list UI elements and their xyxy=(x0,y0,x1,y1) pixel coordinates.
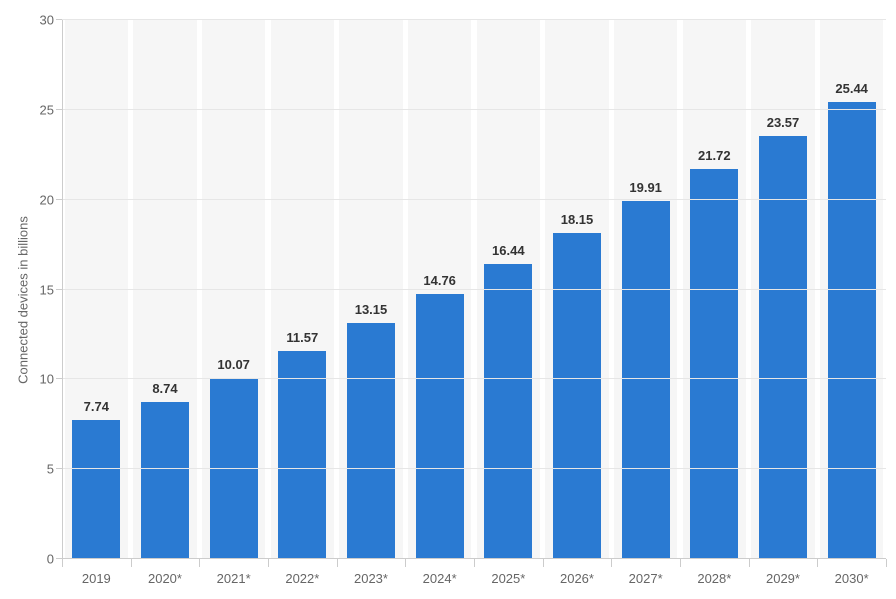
x-tick-label: 2019 xyxy=(82,571,111,586)
bar-slot: 25.442030* xyxy=(817,20,886,559)
bar-value-label: 21.72 xyxy=(698,148,731,163)
bar-slot: 23.572029* xyxy=(749,20,818,559)
bar: 18.15 xyxy=(553,233,601,559)
y-axis-line xyxy=(62,20,63,559)
grid-line xyxy=(62,378,886,379)
y-tick-label: 15 xyxy=(40,282,62,297)
x-tick-label: 2020* xyxy=(148,571,182,586)
bar-value-label: 16.44 xyxy=(492,243,525,258)
bar-slot: 11.572022* xyxy=(268,20,337,559)
bar: 7.74 xyxy=(72,420,120,559)
x-tick-mark xyxy=(268,559,269,567)
x-tick-mark xyxy=(62,559,63,567)
x-tick-label: 2023* xyxy=(354,571,388,586)
bar-value-label: 13.15 xyxy=(355,302,388,317)
y-tick-label: 20 xyxy=(40,192,62,207)
x-tick-mark xyxy=(337,559,338,567)
y-tick-label: 5 xyxy=(47,462,62,477)
bar-value-label: 10.07 xyxy=(217,357,250,372)
bar-value-label: 7.74 xyxy=(84,399,109,414)
bar-slot: 14.762024* xyxy=(405,20,474,559)
x-tick-label: 2021* xyxy=(217,571,251,586)
x-tick-mark xyxy=(199,559,200,567)
bar-slot: 21.722028* xyxy=(680,20,749,559)
x-tick-mark xyxy=(886,559,887,567)
y-tick-label: 25 xyxy=(40,102,62,117)
x-tick-mark xyxy=(131,559,132,567)
x-tick-label: 2025* xyxy=(491,571,525,586)
x-tick-mark xyxy=(680,559,681,567)
bar: 16.44 xyxy=(484,264,532,559)
bar-slot: 10.072021* xyxy=(199,20,268,559)
bar: 13.15 xyxy=(347,323,395,559)
x-tick-label: 2028* xyxy=(697,571,731,586)
bar-value-label: 18.15 xyxy=(561,212,594,227)
bar-slot: 18.152026* xyxy=(543,20,612,559)
bar-slot: 7.742019 xyxy=(62,20,131,559)
bar: 8.74 xyxy=(141,402,189,559)
bar: 14.76 xyxy=(416,294,464,559)
y-tick-label: 0 xyxy=(47,552,62,567)
bar-value-label: 25.44 xyxy=(835,81,868,96)
x-tick-label: 2030* xyxy=(835,571,869,586)
bar-slot: 13.152023* xyxy=(337,20,406,559)
grid-line xyxy=(62,468,886,469)
bar-slot: 19.912027* xyxy=(611,20,680,559)
x-tick-label: 2029* xyxy=(766,571,800,586)
bar: 11.57 xyxy=(278,351,326,559)
bar-slot: 16.442025* xyxy=(474,20,543,559)
chart-container: Connected devices in billions 7.7420198.… xyxy=(0,0,896,599)
bar-value-label: 11.57 xyxy=(286,330,318,345)
x-tick-mark xyxy=(405,559,406,567)
bar-slot: 8.742020* xyxy=(131,20,200,559)
x-tick-label: 2022* xyxy=(285,571,319,586)
x-tick-mark xyxy=(611,559,612,567)
x-tick-mark xyxy=(749,559,750,567)
y-tick-label: 30 xyxy=(40,13,62,28)
grid-line xyxy=(62,289,886,290)
grid-line xyxy=(62,109,886,110)
bar-value-label: 23.57 xyxy=(767,115,800,130)
y-axis-label: Connected devices in billions xyxy=(15,216,30,384)
grid-line xyxy=(62,199,886,200)
bar-value-label: 14.76 xyxy=(423,273,456,288)
plot-area: 7.7420198.742020*10.072021*11.572022*13.… xyxy=(62,20,886,559)
bars-layer: 7.7420198.742020*10.072021*11.572022*13.… xyxy=(62,20,886,559)
x-tick-label: 2026* xyxy=(560,571,594,586)
bar-value-label: 8.74 xyxy=(152,381,177,396)
x-tick-mark xyxy=(474,559,475,567)
bar: 21.72 xyxy=(690,169,738,559)
bar: 19.91 xyxy=(622,201,670,559)
bar: 25.44 xyxy=(828,102,876,559)
x-tick-mark xyxy=(817,559,818,567)
x-tick-mark xyxy=(543,559,544,567)
x-tick-label: 2024* xyxy=(423,571,457,586)
grid-line xyxy=(62,19,886,20)
x-tick-label: 2027* xyxy=(629,571,663,586)
y-tick-label: 10 xyxy=(40,372,62,387)
bar-value-label: 19.91 xyxy=(629,180,662,195)
